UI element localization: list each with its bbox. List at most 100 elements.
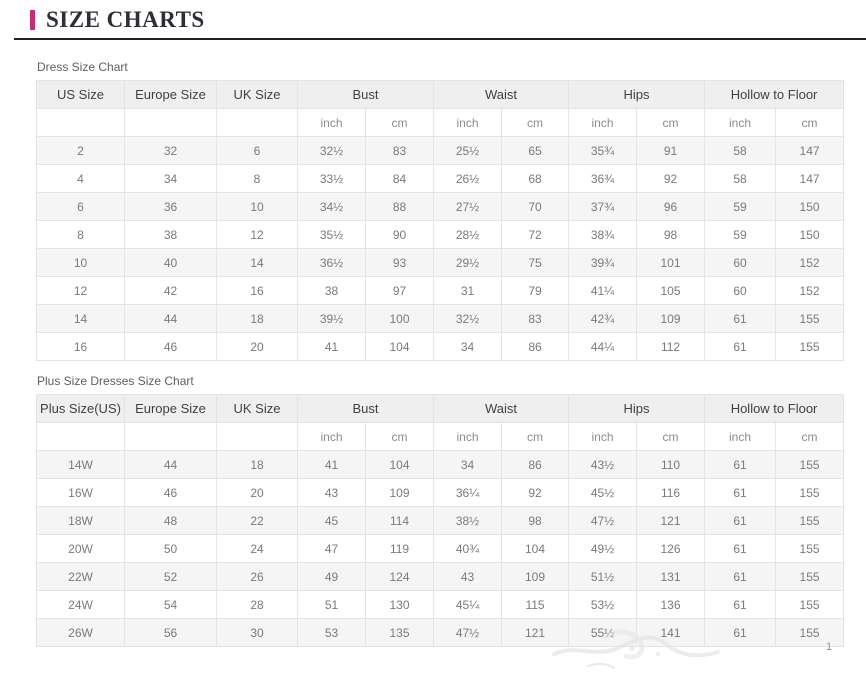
table-row: 12 42 16 38 97 31 79 41¼ 105 60 152 [36,276,845,305]
unit-header: cm [775,422,845,451]
table-cell: 41¼ [568,276,638,305]
table-cell: 29½ [433,248,503,277]
table-cell: 14 [216,248,298,277]
column-header: UK Size [216,80,298,109]
table-cell: 12 [216,220,298,249]
table-cell: 104 [501,534,570,563]
table-cell: 36¾ [568,164,638,193]
column-header: Waist [433,394,570,423]
table-cell: 38¾ [568,220,638,249]
empty-unit-cell [124,422,217,451]
table-cell: 98 [636,220,706,249]
table-cell: 28 [216,590,298,619]
unit-header: cm [501,108,570,137]
column-header: Waist [433,80,570,109]
table-cell: 150 [775,220,845,249]
column-header: Plus Size(US) [36,394,125,423]
column-header: Europe Size [124,394,217,423]
plus-size-chart-section: Plus Size Dresses Size Chart Plus Size(U… [0,374,866,647]
table-cell: 34 [433,332,503,361]
table-cell: 100 [364,304,435,333]
table-row: 26W 56 30 53 135 47½ 121 55½ 141 61 155 [36,618,845,647]
column-header: Hollow to Floor [704,394,845,423]
plus-size-chart-caption: Plus Size Dresses Size Chart [37,374,194,388]
table-row: 16W 46 20 43 109 36¼ 92 45½ 116 61 155 [36,478,845,507]
table-cell: 12 [36,276,125,305]
table-cell: 147 [775,136,845,165]
table-cell: 10 [36,248,125,277]
table-cell: 155 [775,332,845,361]
table-cell: 61 [704,450,777,479]
table-cell: 135 [364,618,435,647]
table-cell: 112 [636,332,706,361]
table-cell: 18W [36,506,125,535]
table-cell: 86 [501,450,570,479]
table-cell: 38 [297,276,366,305]
table-cell: 6 [36,192,125,221]
table-cell: 72 [501,220,570,249]
table-cell: 44¼ [568,332,638,361]
table-row: 18W 48 22 45 114 38½ 98 47½ 121 61 155 [36,506,845,535]
table-row: 4 34 8 33½ 84 26½ 68 36¾ 92 58 147 [36,164,845,193]
table-cell: 24 [216,534,298,563]
table-cell: 58 [704,136,777,165]
page-title: SIZE CHARTS [46,7,205,32]
table-cell: 32 [124,136,217,165]
table-cell: 109 [364,478,435,507]
table-cell: 96 [636,192,706,221]
table-cell: 155 [775,304,845,333]
table-cell: 16 [216,276,298,305]
table-cell: 6 [216,136,298,165]
table-cell: 65 [501,136,570,165]
table-cell: 54 [124,590,217,619]
table-cell: 36 [124,192,217,221]
table-cell: 18 [216,450,298,479]
table-cell: 56 [124,618,217,647]
table-cell: 61 [704,562,777,591]
empty-unit-cell [216,422,298,451]
table-cell: 18 [216,304,298,333]
table-cell: 121 [636,506,706,535]
dress-size-chart-caption: Dress Size Chart [37,60,128,74]
table-row: 20W 50 24 47 119 40¾ 104 49½ 126 61 155 [36,534,845,563]
table-cell: 26½ [433,164,503,193]
table-cell: 83 [501,304,570,333]
table-row: 14 44 18 39½ 100 32½ 83 42¾ 109 61 155 [36,304,845,333]
unit-header: inch [433,108,503,137]
table-cell: 20W [36,534,125,563]
table-cell: 2 [36,136,125,165]
unit-header: inch [297,422,366,451]
table-cell: 147 [775,164,845,193]
table-cell: 68 [501,164,570,193]
table-cell: 27½ [433,192,503,221]
table-cell: 90 [364,220,435,249]
table-cell: 45¼ [433,590,503,619]
table-cell: 37¾ [568,192,638,221]
table-cell: 43 [297,478,366,507]
table-cell: 47½ [568,506,638,535]
table-cell: 34 [124,164,217,193]
table-cell: 58 [704,164,777,193]
table-cell: 35½ [297,220,366,249]
table-cell: 40¾ [433,534,503,563]
table-cell: 51½ [568,562,638,591]
table-cell: 92 [636,164,706,193]
table-cell: 47½ [433,618,503,647]
table-cell: 61 [704,332,777,361]
empty-unit-cell [36,422,125,451]
table-cell: 39¾ [568,248,638,277]
table-cell: 84 [364,164,435,193]
table-cell: 152 [775,248,845,277]
table-cell: 36¼ [433,478,503,507]
empty-unit-cell [216,108,298,137]
table-cell: 136 [636,590,706,619]
table-cell: 45 [297,506,366,535]
unit-header: inch [568,422,638,451]
table-cell: 115 [501,590,570,619]
table-cell: 35¾ [568,136,638,165]
table-cell: 61 [704,506,777,535]
table-cell: 38½ [433,506,503,535]
unit-header: cm [364,422,435,451]
unit-header: cm [364,108,435,137]
table-cell: 28½ [433,220,503,249]
